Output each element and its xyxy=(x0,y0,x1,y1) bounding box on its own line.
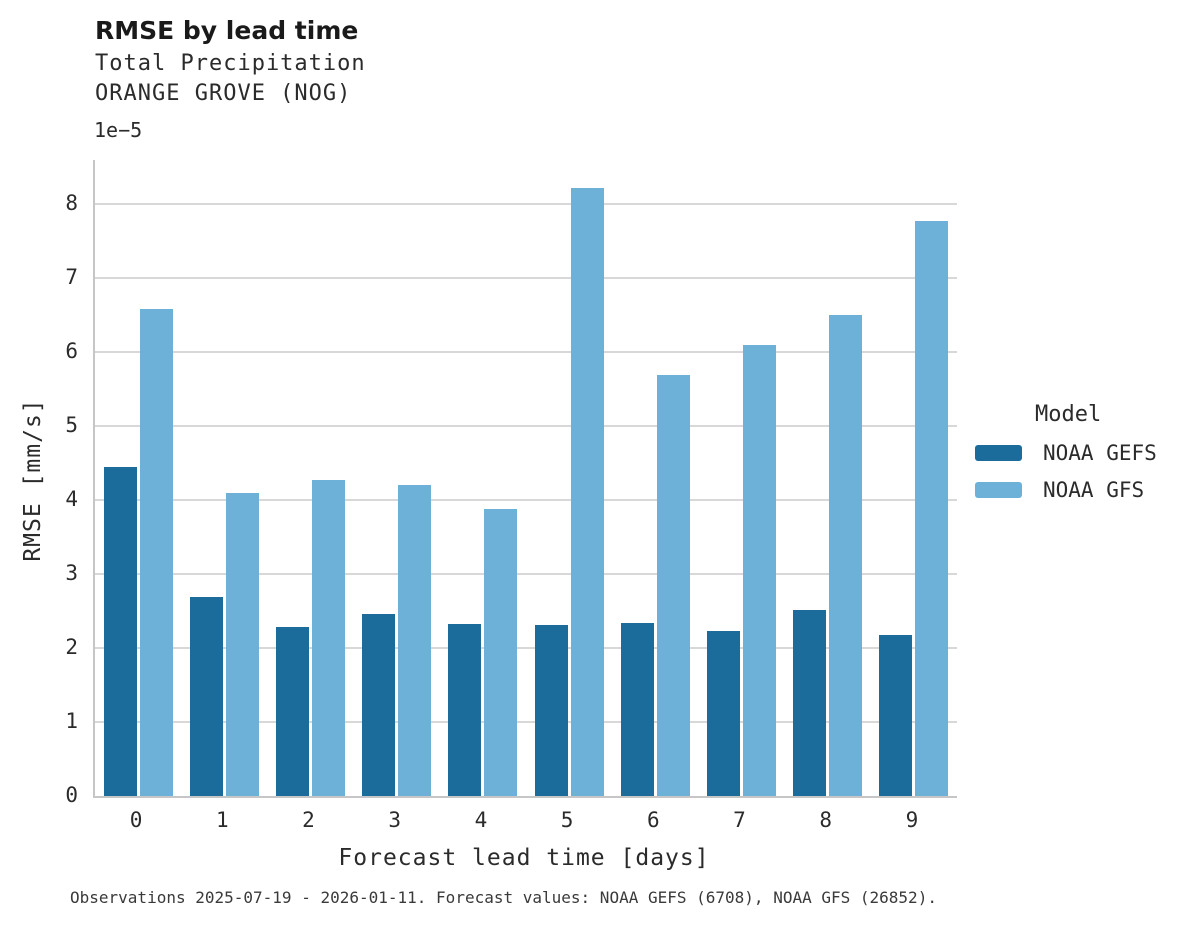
y-tick-label-6: 6 xyxy=(65,339,78,364)
legend-title: Model xyxy=(1035,402,1102,427)
bar-noaa-gefs-day-7 xyxy=(707,631,740,796)
bar-noaa-gefs-day-1 xyxy=(189,597,223,796)
gridline-y-5 xyxy=(95,425,957,428)
gridline-y-7 xyxy=(95,277,957,280)
bar-noaa-gfs-day-6 xyxy=(656,375,690,796)
bar-noaa-gefs-day-0 xyxy=(103,466,137,796)
bar-noaa-gfs-day-2 xyxy=(312,480,345,796)
legend-entry-noaa-gefs: NOAA GEFS xyxy=(975,441,1157,465)
legend-swatch xyxy=(975,445,1022,461)
x-tick-label-7: 7 xyxy=(733,808,746,832)
bar-noaa-gfs-day-5 xyxy=(570,188,604,796)
y-tick-label-7: 7 xyxy=(65,265,78,290)
chart-subtitle: Total Precipitation xyxy=(95,51,366,76)
gridline-y-1 xyxy=(95,721,957,724)
bar-noaa-gefs-day-9 xyxy=(879,634,913,796)
footnote-caption: Observations 2025-07-19 - 2026-01-11. Fo… xyxy=(70,888,937,907)
gridline-y-8 xyxy=(95,203,957,206)
plot-area xyxy=(93,160,957,798)
x-tick-label-1: 1 xyxy=(215,808,229,832)
y-tick-label-4: 4 xyxy=(65,487,78,512)
x-tick-label-6: 6 xyxy=(646,808,660,832)
bar-noaa-gfs-day-9 xyxy=(915,220,949,796)
gridline-y-6 xyxy=(95,351,957,354)
y-axis-offset-label: 1e−5 xyxy=(94,118,143,142)
bar-noaa-gfs-day-3 xyxy=(398,485,432,796)
x-tick-label-9: 9 xyxy=(905,808,919,832)
bar-noaa-gefs-day-4 xyxy=(448,623,482,796)
x-axis-label: Forecast lead time [days] xyxy=(338,845,710,871)
y-tick-label-1: 1 xyxy=(65,709,78,734)
bar-noaa-gefs-day-8 xyxy=(793,609,827,796)
y-tick-label-8: 8 xyxy=(65,191,78,216)
legend-entry-noaa-gfs: NOAA GFS xyxy=(975,478,1157,502)
legend-swatch xyxy=(975,482,1022,498)
bar-noaa-gfs-day-7 xyxy=(743,344,776,796)
x-tick-label-3: 3 xyxy=(388,808,402,832)
x-tick-label-4: 4 xyxy=(474,808,488,832)
gridline-y-4 xyxy=(95,499,957,502)
y-tick-label-3: 3 xyxy=(65,561,78,586)
y-tick-label-5: 5 xyxy=(65,413,78,438)
legend: Model NOAA GEFS NOAA GFS xyxy=(975,402,1157,515)
y-tick-label-0: 0 xyxy=(65,783,78,807)
legend-label: NOAA GFS xyxy=(1043,478,1145,502)
gridline-y-2 xyxy=(95,647,957,650)
x-tick-label-0: 0 xyxy=(129,808,143,832)
bar-noaa-gefs-day-6 xyxy=(620,622,654,796)
bar-noaa-gefs-day-2 xyxy=(276,627,309,796)
chart-station-name: ORANGE GROVE (NOG) xyxy=(95,81,352,106)
gridline-y-3 xyxy=(95,573,957,576)
bar-noaa-gfs-day-1 xyxy=(225,492,259,796)
bar-noaa-gefs-day-3 xyxy=(362,614,396,796)
bar-noaa-gefs-day-5 xyxy=(534,625,568,796)
chart-title: RMSE by lead time xyxy=(95,16,359,45)
bar-noaa-gfs-day-0 xyxy=(139,308,173,796)
x-tick-label-2: 2 xyxy=(302,808,315,832)
x-tick-label-5: 5 xyxy=(560,808,574,832)
bar-noaa-gfs-day-4 xyxy=(484,509,518,796)
bar-noaa-gfs-day-8 xyxy=(829,314,863,796)
legend-label: NOAA GEFS xyxy=(1043,441,1157,465)
x-tick-label-8: 8 xyxy=(819,808,833,832)
y-tick-label-2: 2 xyxy=(65,635,78,660)
